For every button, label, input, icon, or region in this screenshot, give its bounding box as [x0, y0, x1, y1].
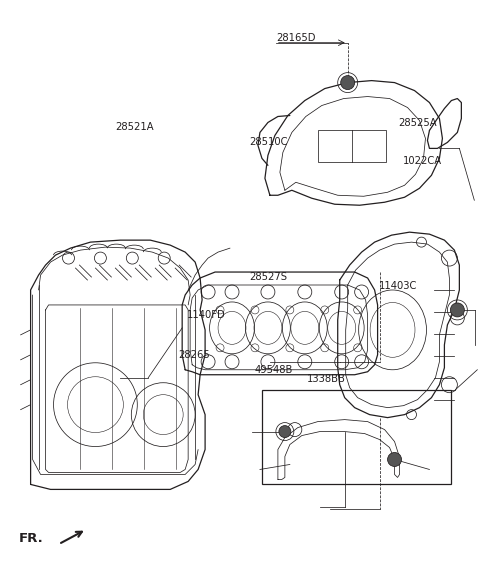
Text: 28527S: 28527S — [250, 272, 288, 282]
Text: 1338BB: 1338BB — [307, 375, 346, 384]
Text: 28165D: 28165D — [276, 33, 315, 43]
Circle shape — [387, 452, 402, 467]
Text: 28525A: 28525A — [398, 118, 437, 128]
Circle shape — [341, 75, 355, 90]
Text: 28521A: 28521A — [116, 122, 154, 132]
Circle shape — [450, 303, 464, 317]
Bar — [262, 389, 451, 484]
Text: 1022CA: 1022CA — [403, 156, 442, 166]
Text: 49548B: 49548B — [254, 365, 293, 375]
Text: FR.: FR. — [19, 532, 44, 545]
Bar — [318, 130, 385, 162]
Text: 28510C: 28510C — [250, 137, 288, 147]
Text: 1140FD: 1140FD — [186, 310, 225, 320]
Circle shape — [279, 425, 291, 437]
Text: 11403C: 11403C — [379, 280, 417, 291]
Text: 28265: 28265 — [178, 350, 210, 360]
